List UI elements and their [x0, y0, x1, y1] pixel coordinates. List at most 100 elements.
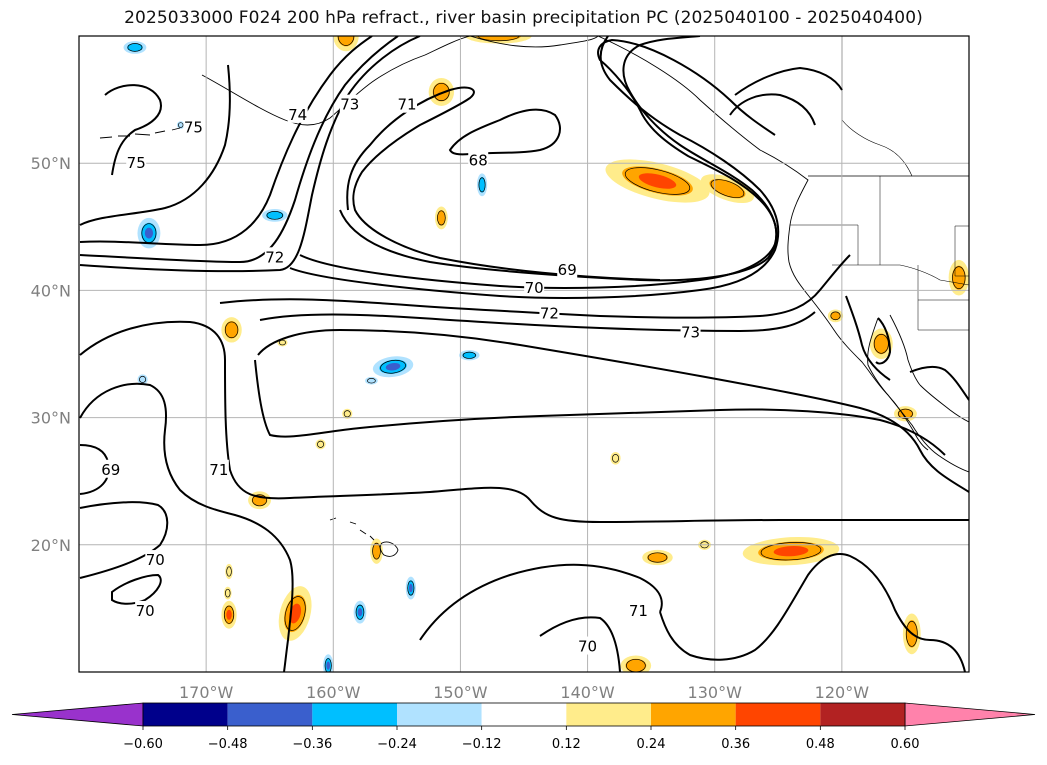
- contour-label: 68: [469, 152, 488, 170]
- precip-contour: [317, 440, 325, 448]
- precip-shade: [315, 439, 326, 450]
- coastline-baja-east: [889, 314, 921, 386]
- precip-contour: [324, 658, 332, 672]
- precip-positive-area: [605, 159, 710, 203]
- precip-positive-area: [610, 451, 621, 465]
- border-us-mexico: [832, 264, 969, 286]
- contour-line-east-3: [909, 365, 969, 401]
- precip-negative-area: [262, 208, 288, 222]
- map-title: 2025033000 F024 200 hPa refract., river …: [124, 8, 923, 28]
- precip-positive-area: [620, 655, 652, 672]
- precip-contour: [760, 542, 822, 561]
- precip-shade: [127, 43, 143, 52]
- precip-contour: [905, 620, 918, 647]
- precip-negative-area: [176, 121, 185, 129]
- contour-label: 75: [184, 119, 203, 137]
- precip-pc-layer: [123, 36, 969, 672]
- contour-label-bg: [557, 260, 578, 279]
- precip-contour: [710, 179, 745, 198]
- precip-shade: [873, 333, 890, 355]
- contour-line-73-mid: [259, 311, 816, 333]
- contour-label-bg: [628, 600, 649, 619]
- contour-line-71-south: [539, 616, 621, 672]
- colorbar-tick-label: −0.24: [377, 737, 417, 752]
- precip-contour: [380, 359, 406, 374]
- colorbar-tick-label: −0.48: [208, 737, 248, 752]
- precip-negative-area: [123, 41, 147, 54]
- coastline-mexico: [919, 384, 969, 423]
- contour-labels: 75 75 73 74 71 72 68 69 70 72 73 71 69 70 70 70 71: [100, 94, 701, 656]
- precip-positive-area: [278, 586, 312, 641]
- contour-line-73-inner: [254, 359, 946, 456]
- contour-label-bg: [539, 303, 560, 322]
- precip-contour: [437, 210, 446, 226]
- contour-label-bg: [524, 277, 545, 296]
- precip-negative-area: [353, 600, 367, 624]
- precip-contour: [462, 351, 476, 359]
- precip-shade: [437, 210, 446, 226]
- precip-contour: [343, 410, 351, 418]
- precip-contour: [266, 211, 284, 220]
- precip-positive-area: [221, 317, 242, 343]
- coastline-aleutians: [99, 119, 199, 139]
- contour-line-70-sw: [79, 501, 169, 579]
- contour-label-bg: [680, 322, 701, 341]
- contour-line-east-2: [875, 317, 892, 365]
- contour-label: 71: [629, 602, 648, 620]
- contour-line-72-north: [79, 36, 421, 273]
- precip-negative-area: [476, 173, 488, 197]
- precip-positive-area: [827, 309, 844, 323]
- precip-positive-area: [221, 600, 237, 629]
- contour-line-70-south: [419, 563, 663, 641]
- precip-shade: [951, 265, 966, 290]
- precip-negative-area: [323, 654, 334, 672]
- lat-tick-label: 20°N: [31, 536, 71, 555]
- map-frame: [78, 35, 970, 673]
- contour-label: 73: [681, 323, 700, 341]
- contour-line-75a: [104, 84, 162, 176]
- precip-contour: [226, 566, 232, 577]
- contour-line-71-sw: [79, 382, 294, 672]
- colorbar-tick-label: 0.48: [806, 737, 835, 752]
- precip-positive-area: [948, 259, 969, 296]
- precip-contour: [139, 375, 147, 383]
- lon-tick-label: 160°W: [306, 683, 361, 702]
- contour-label-bg: [183, 117, 204, 136]
- precip-shade: [326, 661, 331, 670]
- colorbar-tick-label: 0.12: [552, 737, 581, 752]
- contour-line-72-mid: [219, 254, 851, 319]
- precip-negative-area: [405, 576, 416, 600]
- precip-shade: [266, 211, 284, 220]
- precip-shade: [357, 608, 363, 617]
- precip-contour: [337, 36, 355, 46]
- precip-positive-area: [435, 206, 448, 230]
- contour-label: 74: [288, 106, 307, 124]
- contour-label: 70: [136, 602, 155, 620]
- contour-label: 75: [127, 154, 146, 172]
- contour-label: 70: [146, 551, 165, 569]
- colorbar-extend-low: [11, 702, 144, 727]
- lon-tick-label: 130°W: [688, 683, 743, 702]
- contour-line-70-sw2: [111, 573, 162, 605]
- contour-line-alaska: [734, 66, 843, 96]
- contour-label: 71: [397, 96, 416, 114]
- colorbar-tick-label: −0.60: [123, 737, 163, 752]
- colorbar-box: [312, 703, 397, 726]
- border-states: [790, 176, 969, 331]
- colorbar-box: [820, 703, 905, 726]
- colorbar-box: [481, 703, 567, 726]
- contour-label: 69: [101, 461, 120, 479]
- precip-contour: [478, 177, 486, 193]
- precip-positive-area: [465, 36, 532, 44]
- coastline-baja: [867, 317, 929, 451]
- contour-label-bg: [135, 600, 156, 619]
- precip-positive-area: [642, 549, 673, 566]
- precip-contour: [830, 311, 841, 321]
- precip-positive-area: [342, 408, 353, 419]
- colorbar-box: [397, 703, 482, 726]
- precip-contour: [367, 377, 376, 384]
- contour-label-bg: [468, 150, 489, 169]
- lat-tick-label: 40°N: [31, 281, 71, 300]
- contour-line-74-mid: [79, 320, 969, 524]
- precip-contour: [252, 494, 267, 507]
